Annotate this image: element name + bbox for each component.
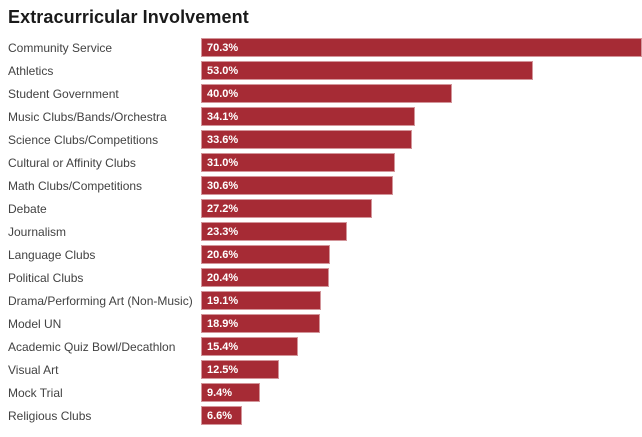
value-label: 20.6%	[207, 248, 239, 261]
category-label: Language Clubs	[8, 247, 96, 262]
value-label: 34.1%	[207, 110, 239, 123]
bar: 9.4%	[201, 383, 260, 402]
category-label: Visual Art	[8, 362, 59, 377]
value-label: 6.6%	[207, 409, 233, 422]
bar: 30.6%	[201, 176, 393, 195]
chart-row: Debate 27.2%	[0, 199, 642, 218]
bar-track: 9.4%	[201, 383, 642, 402]
bar-track: 20.4%	[201, 268, 642, 287]
bar-track: 19.1%	[201, 291, 642, 310]
bar-track: 15.4%	[201, 337, 642, 356]
value-label: 9.4%	[207, 386, 233, 399]
chart-row: Academic Quiz Bowl/Decathlon 15.4%	[0, 337, 642, 356]
value-label: 53.0%	[207, 64, 239, 77]
bar-track: 27.2%	[201, 199, 642, 218]
value-label: 27.2%	[207, 202, 239, 215]
category-label: Music Clubs/Bands/Orchestra	[8, 109, 167, 124]
bar-track: 33.6%	[201, 130, 642, 149]
value-label: 40.0%	[207, 87, 239, 100]
bar: 53.0%	[201, 61, 534, 80]
bar: 20.6%	[201, 245, 331, 264]
value-label: 15.4%	[207, 340, 239, 353]
bar-track: 53.0%	[201, 61, 642, 80]
bar: 34.1%	[201, 107, 415, 126]
category-label: Cultural or Affinity Clubs	[8, 155, 136, 170]
value-label: 33.6%	[207, 133, 239, 146]
chart-row: Cultural or Affinity Clubs 31.0%	[0, 153, 642, 172]
bar-track: 31.0%	[201, 153, 642, 172]
value-label: 19.1%	[207, 294, 239, 307]
category-label: Academic Quiz Bowl/Decathlon	[8, 339, 176, 354]
chart-row: Model UN 18.9%	[0, 314, 642, 333]
chart-row: Science Clubs/Competitions 33.6%	[0, 130, 642, 149]
bar: 33.6%	[201, 130, 412, 149]
category-label: Debate	[8, 201, 47, 216]
bar: 12.5%	[201, 360, 280, 379]
bar: 31.0%	[201, 153, 396, 172]
bar: 23.3%	[201, 222, 348, 241]
bar-track: 12.5%	[201, 360, 642, 379]
bar-track: 30.6%	[201, 176, 642, 195]
value-label: 30.6%	[207, 179, 239, 192]
chart-row: Political Clubs 20.4%	[0, 268, 642, 287]
category-label: Student Government	[8, 86, 119, 101]
bar-track: 23.3%	[201, 222, 642, 241]
bar-track: 40.0%	[201, 84, 642, 103]
category-label: Mock Trial	[8, 385, 63, 400]
category-label: Math Clubs/Competitions	[8, 178, 143, 193]
chart-row: Mock Trial 9.4%	[0, 383, 642, 402]
bar: 27.2%	[201, 199, 372, 218]
value-label: 12.5%	[207, 363, 239, 376]
chart-row: Language Clubs 20.6%	[0, 245, 642, 264]
value-label: 70.3%	[207, 41, 239, 54]
bar-track: 34.1%	[201, 107, 642, 126]
bar-track: 18.9%	[201, 314, 642, 333]
chart-row: Athletics 53.0%	[0, 61, 642, 80]
category-label: Model UN	[8, 316, 62, 331]
chart-rows: Community Service 70.3% Athletics 53.0% …	[0, 38, 642, 425]
bar: 15.4%	[201, 337, 298, 356]
bar-track: 6.6%	[201, 406, 642, 425]
bar-track: 20.6%	[201, 245, 642, 264]
bar: 40.0%	[201, 84, 452, 103]
bar: 20.4%	[201, 268, 329, 287]
bar: 70.3%	[201, 38, 642, 57]
bar: 6.6%	[201, 406, 243, 425]
chart-row: Religious Clubs 6.6%	[0, 406, 642, 425]
bar: 19.1%	[201, 291, 321, 310]
category-label: Drama/Performing Art (Non-Music)	[8, 293, 193, 308]
chart-row: Visual Art 12.5%	[0, 360, 642, 379]
bar-track: 70.3%	[201, 38, 642, 57]
category-label: Political Clubs	[8, 270, 84, 285]
chart-row: Math Clubs/Competitions 30.6%	[0, 176, 642, 195]
category-label: Journalism	[8, 224, 67, 239]
category-label: Science Clubs/Competitions	[8, 132, 159, 147]
chart-row: Music Clubs/Bands/Orchestra 34.1%	[0, 107, 642, 126]
chart-row: Student Government 40.0%	[0, 84, 642, 103]
value-label: 20.4%	[207, 271, 239, 284]
category-label: Athletics	[8, 63, 54, 78]
category-label: Religious Clubs	[8, 408, 92, 423]
value-label: 23.3%	[207, 225, 239, 238]
chart-row: Community Service 70.3%	[0, 38, 642, 57]
value-label: 31.0%	[207, 156, 239, 169]
chart-row: Journalism 23.3%	[0, 222, 642, 241]
value-label: 18.9%	[207, 317, 239, 330]
category-label: Community Service	[8, 40, 113, 55]
chart-row: Drama/Performing Art (Non-Music) 19.1%	[0, 291, 642, 310]
chart-title: Extracurricular Involvement	[8, 7, 249, 27]
bar: 18.9%	[201, 314, 320, 333]
